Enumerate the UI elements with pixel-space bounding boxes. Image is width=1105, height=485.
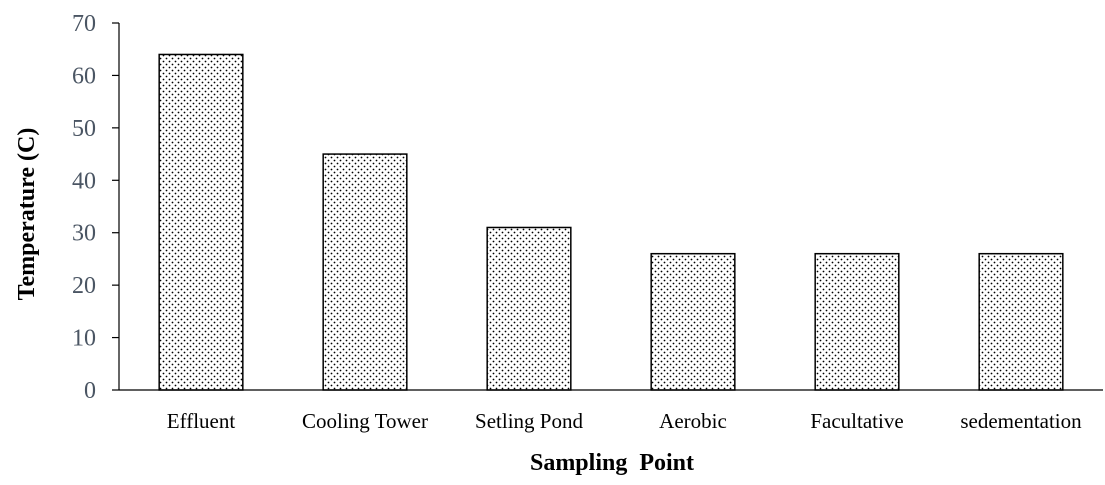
- x-axis: Effluent Cooling Tower Setling Pond Aerobic…: [119, 389, 1103, 433]
- x-axis-title: Sampling Point: [530, 450, 694, 476]
- y-tick-label: 60: [72, 63, 96, 89]
- y-tick-label: 70: [72, 11, 96, 37]
- y-tick-label: 10: [72, 326, 96, 352]
- bar-facultative: [814, 252, 900, 391]
- y-axis: 0 10 20 30 40 50 60 70: [72, 11, 120, 404]
- y-tick-label: 30: [72, 221, 96, 247]
- bar-cooling-tower: [322, 153, 408, 391]
- x-tick-label: Setling Pond: [475, 409, 583, 433]
- bars: [158, 53, 1064, 391]
- bar-sedementation: [978, 252, 1064, 391]
- bar-setling-pond: [486, 226, 572, 391]
- x-tick-label: Effluent: [167, 409, 236, 433]
- bar-effluent: [158, 53, 244, 391]
- y-axis-title: Temperature (C): [14, 128, 40, 301]
- x-tick-label: Cooling Tower: [302, 409, 428, 433]
- x-tick-label: Aerobic: [659, 409, 727, 433]
- y-tick-label: 50: [72, 116, 96, 142]
- x-tick-label: sedementation: [960, 409, 1082, 433]
- y-tick-label: 40: [72, 168, 96, 194]
- y-tick-label: 0: [84, 378, 96, 404]
- y-tick-label: 20: [72, 273, 96, 299]
- bar-aerobic: [650, 252, 736, 391]
- x-tick-label: Facultative: [810, 409, 903, 433]
